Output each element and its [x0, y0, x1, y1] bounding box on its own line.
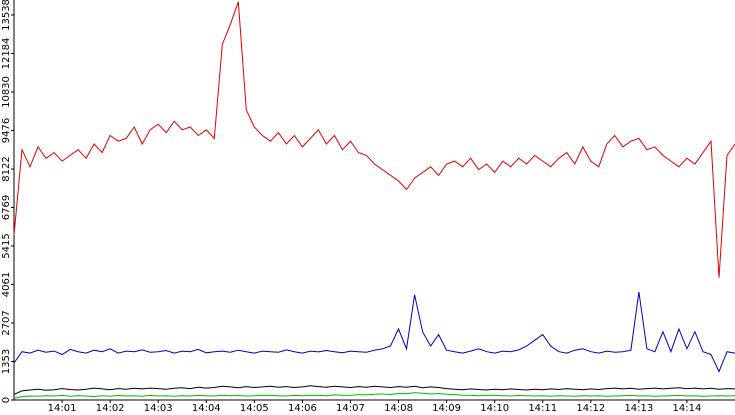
y-tick-label: 10830: [1, 76, 12, 108]
y-tick-label: 2707: [1, 310, 12, 335]
y-tick-label: 9476: [1, 118, 12, 143]
y-tick-label: 1353: [1, 349, 12, 374]
x-tick-label: 14:13: [624, 403, 653, 414]
x-tick-label: 14:09: [432, 403, 461, 414]
x-tick-label: 14:01: [48, 403, 77, 414]
x-tick-label: 14:06: [288, 403, 317, 414]
series-line: [13, 291, 735, 373]
y-tick-label: 12184: [1, 38, 12, 70]
y-tick-label: 4061: [1, 272, 12, 297]
y-tick-label: 6769: [1, 195, 12, 220]
x-tick-label: 14:08: [384, 403, 413, 414]
y-tick-label: 0: [1, 397, 12, 403]
x-tick-label: 14:12: [576, 403, 605, 414]
x-tick-label: 14:04: [192, 403, 221, 414]
x-tick-label: 14:11: [528, 403, 557, 414]
x-tick-label: 14:02: [96, 403, 125, 414]
x-tick-label: 14:14: [673, 403, 702, 414]
series-line: [13, 385, 735, 395]
x-tick-label: 14:07: [336, 403, 365, 414]
series-line: [13, 1, 735, 278]
x-tick-label: 14:10: [480, 403, 509, 414]
x-tick-label: 14:03: [144, 403, 173, 414]
y-tick-label: 5415: [1, 233, 12, 258]
y-tick-label: 8122: [1, 156, 12, 181]
series-line: [13, 392, 735, 399]
x-tick-label: 14:05: [240, 403, 269, 414]
y-tick-label: 13538: [1, 0, 12, 31]
